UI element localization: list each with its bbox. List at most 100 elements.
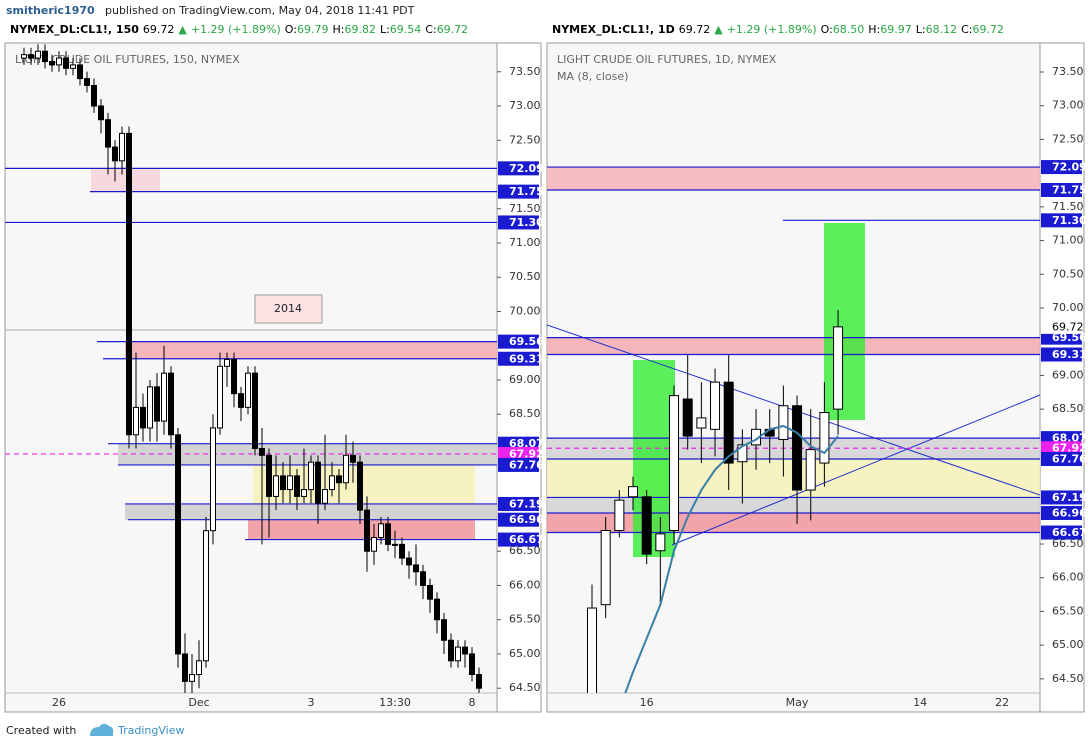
y-tick-label: 73.50 <box>1052 65 1084 78</box>
level-label: 69.31 <box>509 352 544 365</box>
level-label-bg <box>1041 490 1082 505</box>
level-label: 67.76 <box>509 458 544 471</box>
level-label: 67.76 <box>1052 453 1087 466</box>
header-item: C: <box>961 23 972 36</box>
candle-body <box>669 395 680 531</box>
candle-body <box>252 372 258 449</box>
header-item: 69.72 <box>143 23 175 36</box>
level-label: 67.19 <box>1052 491 1087 504</box>
candle-body <box>427 584 433 600</box>
candle-body <box>434 598 440 621</box>
y-tick-label: 68.50 <box>1052 402 1084 415</box>
y-tick-label: 72.50 <box>1052 132 1084 145</box>
candle-body <box>406 557 412 566</box>
header-item: 69.72 <box>679 23 711 36</box>
candle-body <box>336 475 342 484</box>
candle-body <box>63 57 69 69</box>
y-tick-label: 65.00 <box>1052 638 1084 651</box>
plot-area: LIGHT CRUDE OIL FUTURES, 1D, NYMEX MA (8,… <box>547 53 1040 693</box>
green-box <box>824 223 865 420</box>
y-tick-label: 65.50 <box>509 613 541 626</box>
candle-body <box>49 60 55 66</box>
tradingview-logo <box>90 723 114 736</box>
level-label: 66.67 <box>509 533 544 546</box>
header-item: +1.29 (+1.89%) <box>727 23 817 36</box>
candle-body <box>343 454 349 484</box>
candle-body <box>587 607 597 693</box>
y-tick-label: 71.50 <box>1052 200 1084 213</box>
level-label-bg <box>1041 330 1082 345</box>
candle-body <box>399 543 405 559</box>
watermark-title: LIGHT CRUDE OIL FUTURES, 150, NYMEX <box>15 53 240 66</box>
y-tick-label: 70.50 <box>509 270 541 283</box>
candle-body <box>259 447 265 456</box>
header-value: 69.82 <box>344 23 376 36</box>
candle-body <box>350 454 356 463</box>
candle-body <box>371 537 377 552</box>
candle-body <box>56 57 62 66</box>
indicator-legend: MA (8, close) <box>557 70 628 83</box>
header-value: 69.79 <box>297 23 329 36</box>
candle-body <box>294 475 300 497</box>
candle-body <box>469 653 475 676</box>
candle-body <box>778 405 789 440</box>
candle-body <box>641 496 652 555</box>
price-axis <box>1039 42 1085 713</box>
last-price-label: 69.72 <box>1052 320 1084 333</box>
level-label: 72.09 <box>509 162 544 175</box>
candle-body <box>308 461 314 491</box>
candle-body <box>385 523 391 545</box>
header-item: NYMEX_DL:CL1!, 150 <box>10 23 139 36</box>
header-value: 69.97 <box>880 23 912 36</box>
level-label-bg <box>1041 182 1082 197</box>
level-label-bg <box>498 334 539 349</box>
candle-body <box>696 417 707 429</box>
level-label-bg <box>498 184 539 199</box>
level-label-bg <box>1041 505 1082 520</box>
header-value: 68.12 <box>926 23 958 36</box>
x-tick-label: 8 <box>469 696 476 709</box>
candle-body <box>792 405 803 491</box>
y-tick-label: 73.50 <box>509 65 541 78</box>
level-label: 67.92 <box>1052 442 1087 455</box>
footer-brand[interactable]: TradingView <box>117 724 184 737</box>
level-label-bg <box>1041 452 1082 467</box>
level-label: 69.31 <box>1052 348 1087 361</box>
zone <box>253 464 475 504</box>
header-item: C: <box>425 23 436 36</box>
candle-body <box>245 372 251 408</box>
header-value: 68.50 <box>833 23 865 36</box>
candle-body <box>329 475 335 491</box>
zone <box>547 337 1040 355</box>
level-label: 66.96 <box>509 513 544 526</box>
level-label-bg <box>1041 160 1082 175</box>
level-label-bg <box>498 351 539 366</box>
zone <box>547 167 1040 190</box>
candle-body <box>168 372 174 436</box>
chart-header: NYMEX_DL:CL1!, 150 69.72 ▲ +1.29 (+1.89%) O:… <box>10 23 468 36</box>
x-tick-label: Dec <box>188 696 209 709</box>
author[interactable]: smitheric1970 <box>6 4 95 17</box>
chart-panel <box>4 42 542 713</box>
x-tick-label: 26 <box>52 696 66 709</box>
candle-body <box>84 78 90 86</box>
candle-body <box>217 365 223 429</box>
x-tick-label: 22 <box>995 696 1009 709</box>
candle-body <box>600 530 611 606</box>
header-item: L: <box>916 23 926 36</box>
candle-body <box>161 372 167 422</box>
candle-body <box>196 660 202 676</box>
level-label: 69.56 <box>1052 331 1087 344</box>
y-tick-label: 69.00 <box>1052 368 1084 381</box>
header-item: +1.29 (+1.89%) <box>191 23 281 36</box>
candle-body <box>231 358 237 395</box>
y-tick-label: 70.00 <box>509 304 541 317</box>
candle-body <box>476 674 482 689</box>
last-price-bg <box>1041 319 1082 334</box>
x-tick-label: 13:30 <box>379 696 411 709</box>
header-item: H: <box>868 23 880 36</box>
candle-body <box>273 475 279 497</box>
y-tick-label: 70.00 <box>1052 301 1084 314</box>
candle-body <box>210 427 216 532</box>
level-label-bg <box>1041 213 1082 228</box>
